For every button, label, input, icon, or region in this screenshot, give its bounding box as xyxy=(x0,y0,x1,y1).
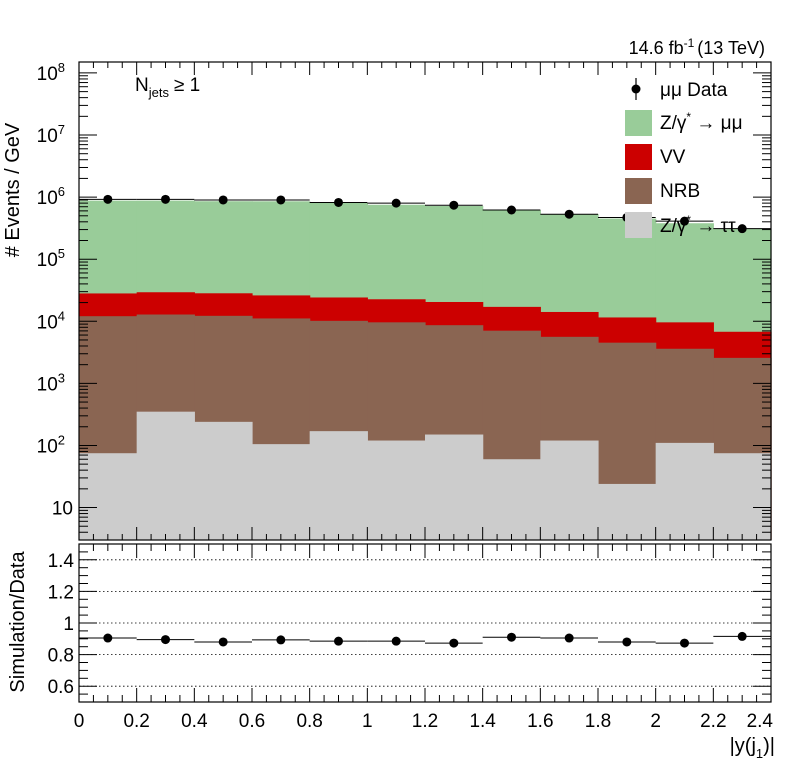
data-point xyxy=(334,197,343,207)
ratio-point xyxy=(680,638,689,648)
x-tick-label: 1.2 xyxy=(412,711,438,732)
luminosity-label: 14.6 fb-1 (13 TeV) xyxy=(629,36,765,58)
main-y-tick-label: 105 xyxy=(37,246,65,271)
ratio-point xyxy=(449,638,459,648)
bar-ztautau xyxy=(136,411,195,540)
ratio-point xyxy=(334,636,343,646)
data-point xyxy=(218,195,228,205)
x-tick-label: 0 xyxy=(74,711,85,732)
legend-entry-data: μμ Data xyxy=(631,78,728,101)
bar-ztautau xyxy=(252,444,311,540)
main-y-tick-label: 106 xyxy=(37,184,65,209)
legend-nrb-label: NRB xyxy=(660,181,700,202)
legend-data-label: μμ Data xyxy=(660,80,728,101)
x-tick-label: 2.2 xyxy=(700,711,726,732)
data-point xyxy=(391,198,401,208)
data-point xyxy=(737,224,747,234)
data-point xyxy=(507,205,516,215)
x-tick-label: 1 xyxy=(362,711,373,732)
legend-entry-ztautau: Z/γ* → ττ xyxy=(625,212,736,238)
main-y-axis-title: # Events / GeV xyxy=(2,122,24,257)
main-y-ticks: 10 102 103 104 105 106 107 108 xyxy=(37,60,771,541)
bar-ztautau xyxy=(540,440,599,540)
ratio-point xyxy=(622,637,632,647)
x-tick-label: 2.4 xyxy=(747,711,774,732)
ratio-gridlines xyxy=(79,559,771,687)
bar-ztautau xyxy=(367,440,426,540)
legend-vv-swatch xyxy=(625,144,652,170)
data-point xyxy=(449,200,459,210)
x-tick-label: 2 xyxy=(650,711,661,732)
ratio-point xyxy=(276,635,286,645)
series-ztautau xyxy=(79,411,772,540)
ratio-points xyxy=(79,631,771,648)
ratio-point xyxy=(218,637,228,647)
ratio-y-tick-label: 1 xyxy=(63,614,74,635)
legend-entry-nrb: NRB xyxy=(625,178,700,204)
legend-zmumu-swatch xyxy=(625,110,652,136)
data-point xyxy=(161,194,170,204)
main-plot-panel: 10 102 103 104 105 106 107 108 # Events / GeV 1… xyxy=(2,36,772,541)
data-points xyxy=(79,194,771,234)
x-axis-title: |y(j1)| xyxy=(730,735,775,761)
bar-ztautau xyxy=(598,483,657,540)
legend-nrb-swatch xyxy=(625,178,652,204)
ratio-point xyxy=(161,635,170,645)
main-x-ticks xyxy=(78,62,772,540)
legend-data-marker xyxy=(631,84,641,94)
ratio-y-ticks: 0.6 0.8 1 1.2 1.4 xyxy=(48,543,771,703)
bar-ztautau xyxy=(309,431,368,540)
x-tick-label: 1.4 xyxy=(469,711,496,732)
bar-ztautau xyxy=(482,459,541,540)
x-tick-label: 0.2 xyxy=(123,711,149,732)
ratio-y-tick-label: 0.6 xyxy=(48,677,74,698)
legend-ztautau-label: Z/γ* → ττ xyxy=(660,213,736,237)
ratio-point xyxy=(737,631,747,641)
jet-multiplicity-annotation: Njets ≥ 1 xyxy=(135,75,200,100)
bar-ztautau xyxy=(425,434,484,540)
legend: μμ Data Z/γ* → μμ VV NRB Z/γ* → ττ xyxy=(625,78,743,238)
ratio-y-tick-label: 0.8 xyxy=(48,646,74,667)
stacked-histogram xyxy=(79,200,772,541)
x-tick-label: 1.6 xyxy=(527,711,553,732)
main-y-tick-label: 103 xyxy=(37,370,65,395)
x-tick-label: 0.4 xyxy=(181,711,208,732)
x-tick-label: 0.6 xyxy=(239,711,265,732)
main-y-tick-label: 102 xyxy=(37,432,65,457)
ratio-y-axis-title: Simulation/Data xyxy=(7,551,29,693)
data-point xyxy=(103,194,113,204)
ratio-point xyxy=(507,632,516,642)
ratio-point xyxy=(564,633,574,643)
data-point xyxy=(564,209,574,219)
legend-entry-zmumu: Z/γ* → μμ xyxy=(625,110,743,136)
legend-zmumu-label: Z/γ* → μμ xyxy=(660,110,743,134)
bar-ztautau xyxy=(79,453,138,540)
ratio-y-tick-label: 1.2 xyxy=(48,582,74,603)
main-y-tick-label: 10 xyxy=(52,499,73,520)
legend-entry-vv: VV xyxy=(625,144,686,170)
bar-ztautau xyxy=(713,453,772,540)
ratio-point xyxy=(103,633,113,643)
ratio-point xyxy=(391,636,401,646)
main-y-tick-label: 104 xyxy=(37,308,65,333)
ratio-plot-panel: 0 0.2 0.4 0.6 0.8 1 1.2 1.4 1.6 1.8 2 2.2 2.4 0.6 0.8… xyxy=(7,543,775,761)
main-y-tick-label: 107 xyxy=(37,122,65,147)
bar-ztautau xyxy=(655,442,714,540)
bar-ztautau xyxy=(194,421,253,540)
x-tick-label: 1.8 xyxy=(585,711,611,732)
legend-vv-label: VV xyxy=(660,147,686,168)
data-point xyxy=(680,216,689,226)
ratio-x-ticks: 0 0.2 0.4 0.6 0.8 1 1.2 1.4 1.6 1.8 2 2.2 2.4 xyxy=(74,544,774,732)
legend-ztautau-swatch xyxy=(625,212,652,238)
ratio-y-tick-label: 1.4 xyxy=(48,551,75,572)
data-point xyxy=(276,195,286,205)
main-y-tick-label: 108 xyxy=(37,60,65,85)
x-tick-label: 0.8 xyxy=(296,711,322,732)
